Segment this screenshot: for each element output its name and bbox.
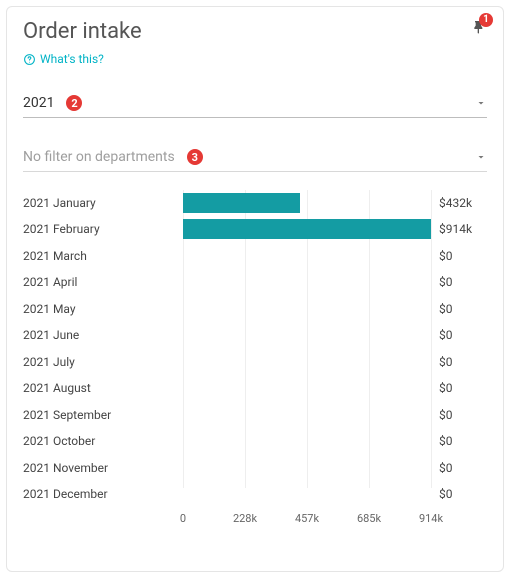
chart-row: 2021 April $0 xyxy=(23,269,487,296)
chart-row: 2021 August $0 xyxy=(23,375,487,402)
chevron-down-icon xyxy=(475,148,487,167)
row-value: $0 xyxy=(431,381,487,395)
bar-area xyxy=(183,481,431,508)
chart-row: 2021 May $0 xyxy=(23,296,487,323)
row-value: $0 xyxy=(431,355,487,369)
header: Order intake 1 xyxy=(23,19,487,44)
row-label: 2021 July xyxy=(23,355,183,369)
department-select[interactable]: No filter on departments 3 xyxy=(23,142,487,172)
bar-area xyxy=(183,296,431,323)
bar-area xyxy=(183,216,431,243)
x-axis: 0 228k 457k 685k 914k xyxy=(23,510,487,528)
row-label: 2021 November xyxy=(23,461,183,475)
row-value: $0 xyxy=(431,487,487,501)
bar-area xyxy=(183,190,431,217)
row-label: 2021 June xyxy=(23,328,183,342)
row-label: 2021 February xyxy=(23,222,183,236)
chart-row: 2021 March $0 xyxy=(23,243,487,270)
chart-row: 2021 February $914k xyxy=(23,216,487,243)
year-select-badge: 2 xyxy=(66,95,82,111)
bar-area xyxy=(183,349,431,376)
bar-area xyxy=(183,375,431,402)
row-label: 2021 December xyxy=(23,487,183,501)
row-label: 2021 August xyxy=(23,381,183,395)
department-select-value: No filter on departments xyxy=(23,149,175,165)
bar-chart: 2021 January$432k2021 February$914k2021 … xyxy=(23,190,487,528)
bar-area xyxy=(183,455,431,482)
pin-button[interactable]: 1 xyxy=(471,19,487,39)
bar-area xyxy=(183,402,431,429)
department-select-badge: 3 xyxy=(187,149,203,165)
axis-tick: 457k xyxy=(295,512,319,525)
axis-tick: 228k xyxy=(233,512,257,525)
pin-badge: 1 xyxy=(479,13,493,27)
bar-area xyxy=(183,243,431,270)
row-value: $0 xyxy=(431,434,487,448)
bar xyxy=(183,219,431,239)
chart-row: 2021 June $0 xyxy=(23,322,487,349)
bar-area xyxy=(183,322,431,349)
row-value: $0 xyxy=(431,328,487,342)
row-label: 2021 April xyxy=(23,275,183,289)
page-title: Order intake xyxy=(23,19,142,44)
row-value: $914k xyxy=(431,222,487,236)
help-text: What's this? xyxy=(40,52,104,66)
row-label: 2021 October xyxy=(23,434,183,448)
bar-area xyxy=(183,428,431,455)
axis-tick: 0 xyxy=(180,512,186,525)
help-link[interactable]: What's this? xyxy=(23,52,104,66)
chart-body: 2021 January$432k2021 February$914k2021 … xyxy=(23,190,487,508)
axis-ticks: 0228k457k685k914k xyxy=(183,510,431,528)
row-value: $0 xyxy=(431,461,487,475)
bar xyxy=(183,193,300,213)
chart-row: 2021 July $0 xyxy=(23,349,487,376)
order-intake-card: Order intake 1 What's this? 2021 2 No fi… xyxy=(6,6,504,572)
row-label: 2021 March xyxy=(23,249,183,263)
row-value: $0 xyxy=(431,249,487,263)
row-label: 2021 January xyxy=(23,196,183,210)
chart-row: 2021 December $0 xyxy=(23,481,487,508)
bar-area xyxy=(183,269,431,296)
row-value: $0 xyxy=(431,408,487,422)
year-select-value: 2021 xyxy=(23,95,54,111)
axis-tick: 685k xyxy=(357,512,381,525)
axis-tick: 914k xyxy=(419,512,443,525)
chevron-down-icon xyxy=(475,94,487,113)
row-value: $0 xyxy=(431,275,487,289)
row-label: 2021 May xyxy=(23,302,183,316)
chart-row: 2021 January $432k xyxy=(23,190,487,217)
row-label: 2021 September xyxy=(23,408,183,422)
year-select[interactable]: 2021 2 xyxy=(23,88,487,118)
help-icon xyxy=(23,53,36,66)
chart-row: 2021 October $0 xyxy=(23,428,487,455)
row-value: $432k xyxy=(431,196,487,210)
row-value: $0 xyxy=(431,302,487,316)
chart-row: 2021 November $0 xyxy=(23,455,487,482)
chart-row: 2021 September $0 xyxy=(23,402,487,429)
